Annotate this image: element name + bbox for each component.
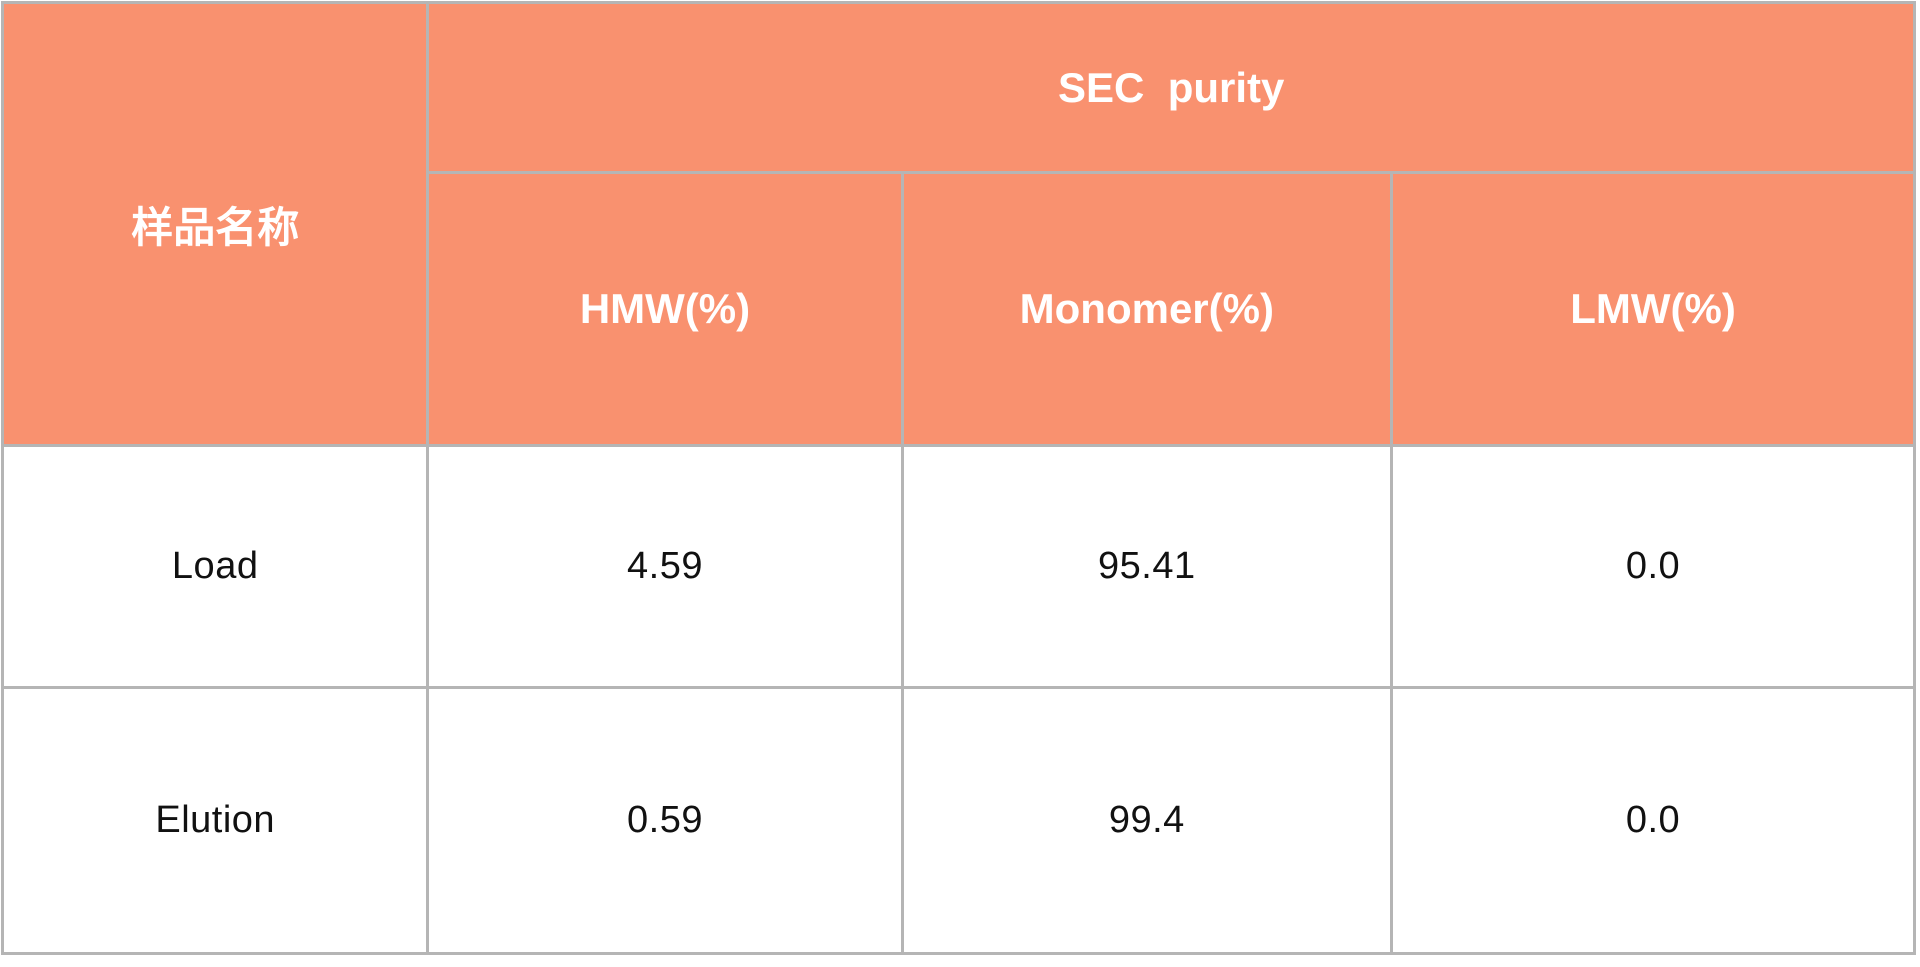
cell-lmw: 0.0 bbox=[1390, 444, 1916, 689]
table-row-elution: Elution 0.59 99.4 0.0 bbox=[0, 686, 1916, 955]
cell-lmw: 0.0 bbox=[1390, 686, 1916, 955]
cell-monomer: 95.41 bbox=[900, 444, 1394, 689]
cell-sample-name: Load bbox=[0, 444, 430, 689]
cell-hmw: 0.59 bbox=[426, 686, 904, 955]
cell-sample-name: Elution bbox=[0, 686, 430, 955]
cell-monomer: 99.4 bbox=[900, 686, 1394, 955]
table-row-load: Load 4.59 95.41 0.0 bbox=[0, 444, 1916, 689]
header-lmw: LMW(%) bbox=[1390, 171, 1916, 447]
header-monomer: Monomer(%) bbox=[900, 171, 1394, 447]
group-header-row: 样品名称 SEC purity bbox=[0, 1, 1916, 447]
header-sample-name: 样品名称 bbox=[0, 1, 430, 447]
cell-hmw: 4.59 bbox=[426, 444, 904, 689]
header-hmw: HMW(%) bbox=[426, 171, 904, 447]
header-sec-purity: SEC purity bbox=[426, 1, 1916, 174]
sub-header-row: HMW(%) Monomer(%) LMW(%) bbox=[3, 171, 1916, 447]
